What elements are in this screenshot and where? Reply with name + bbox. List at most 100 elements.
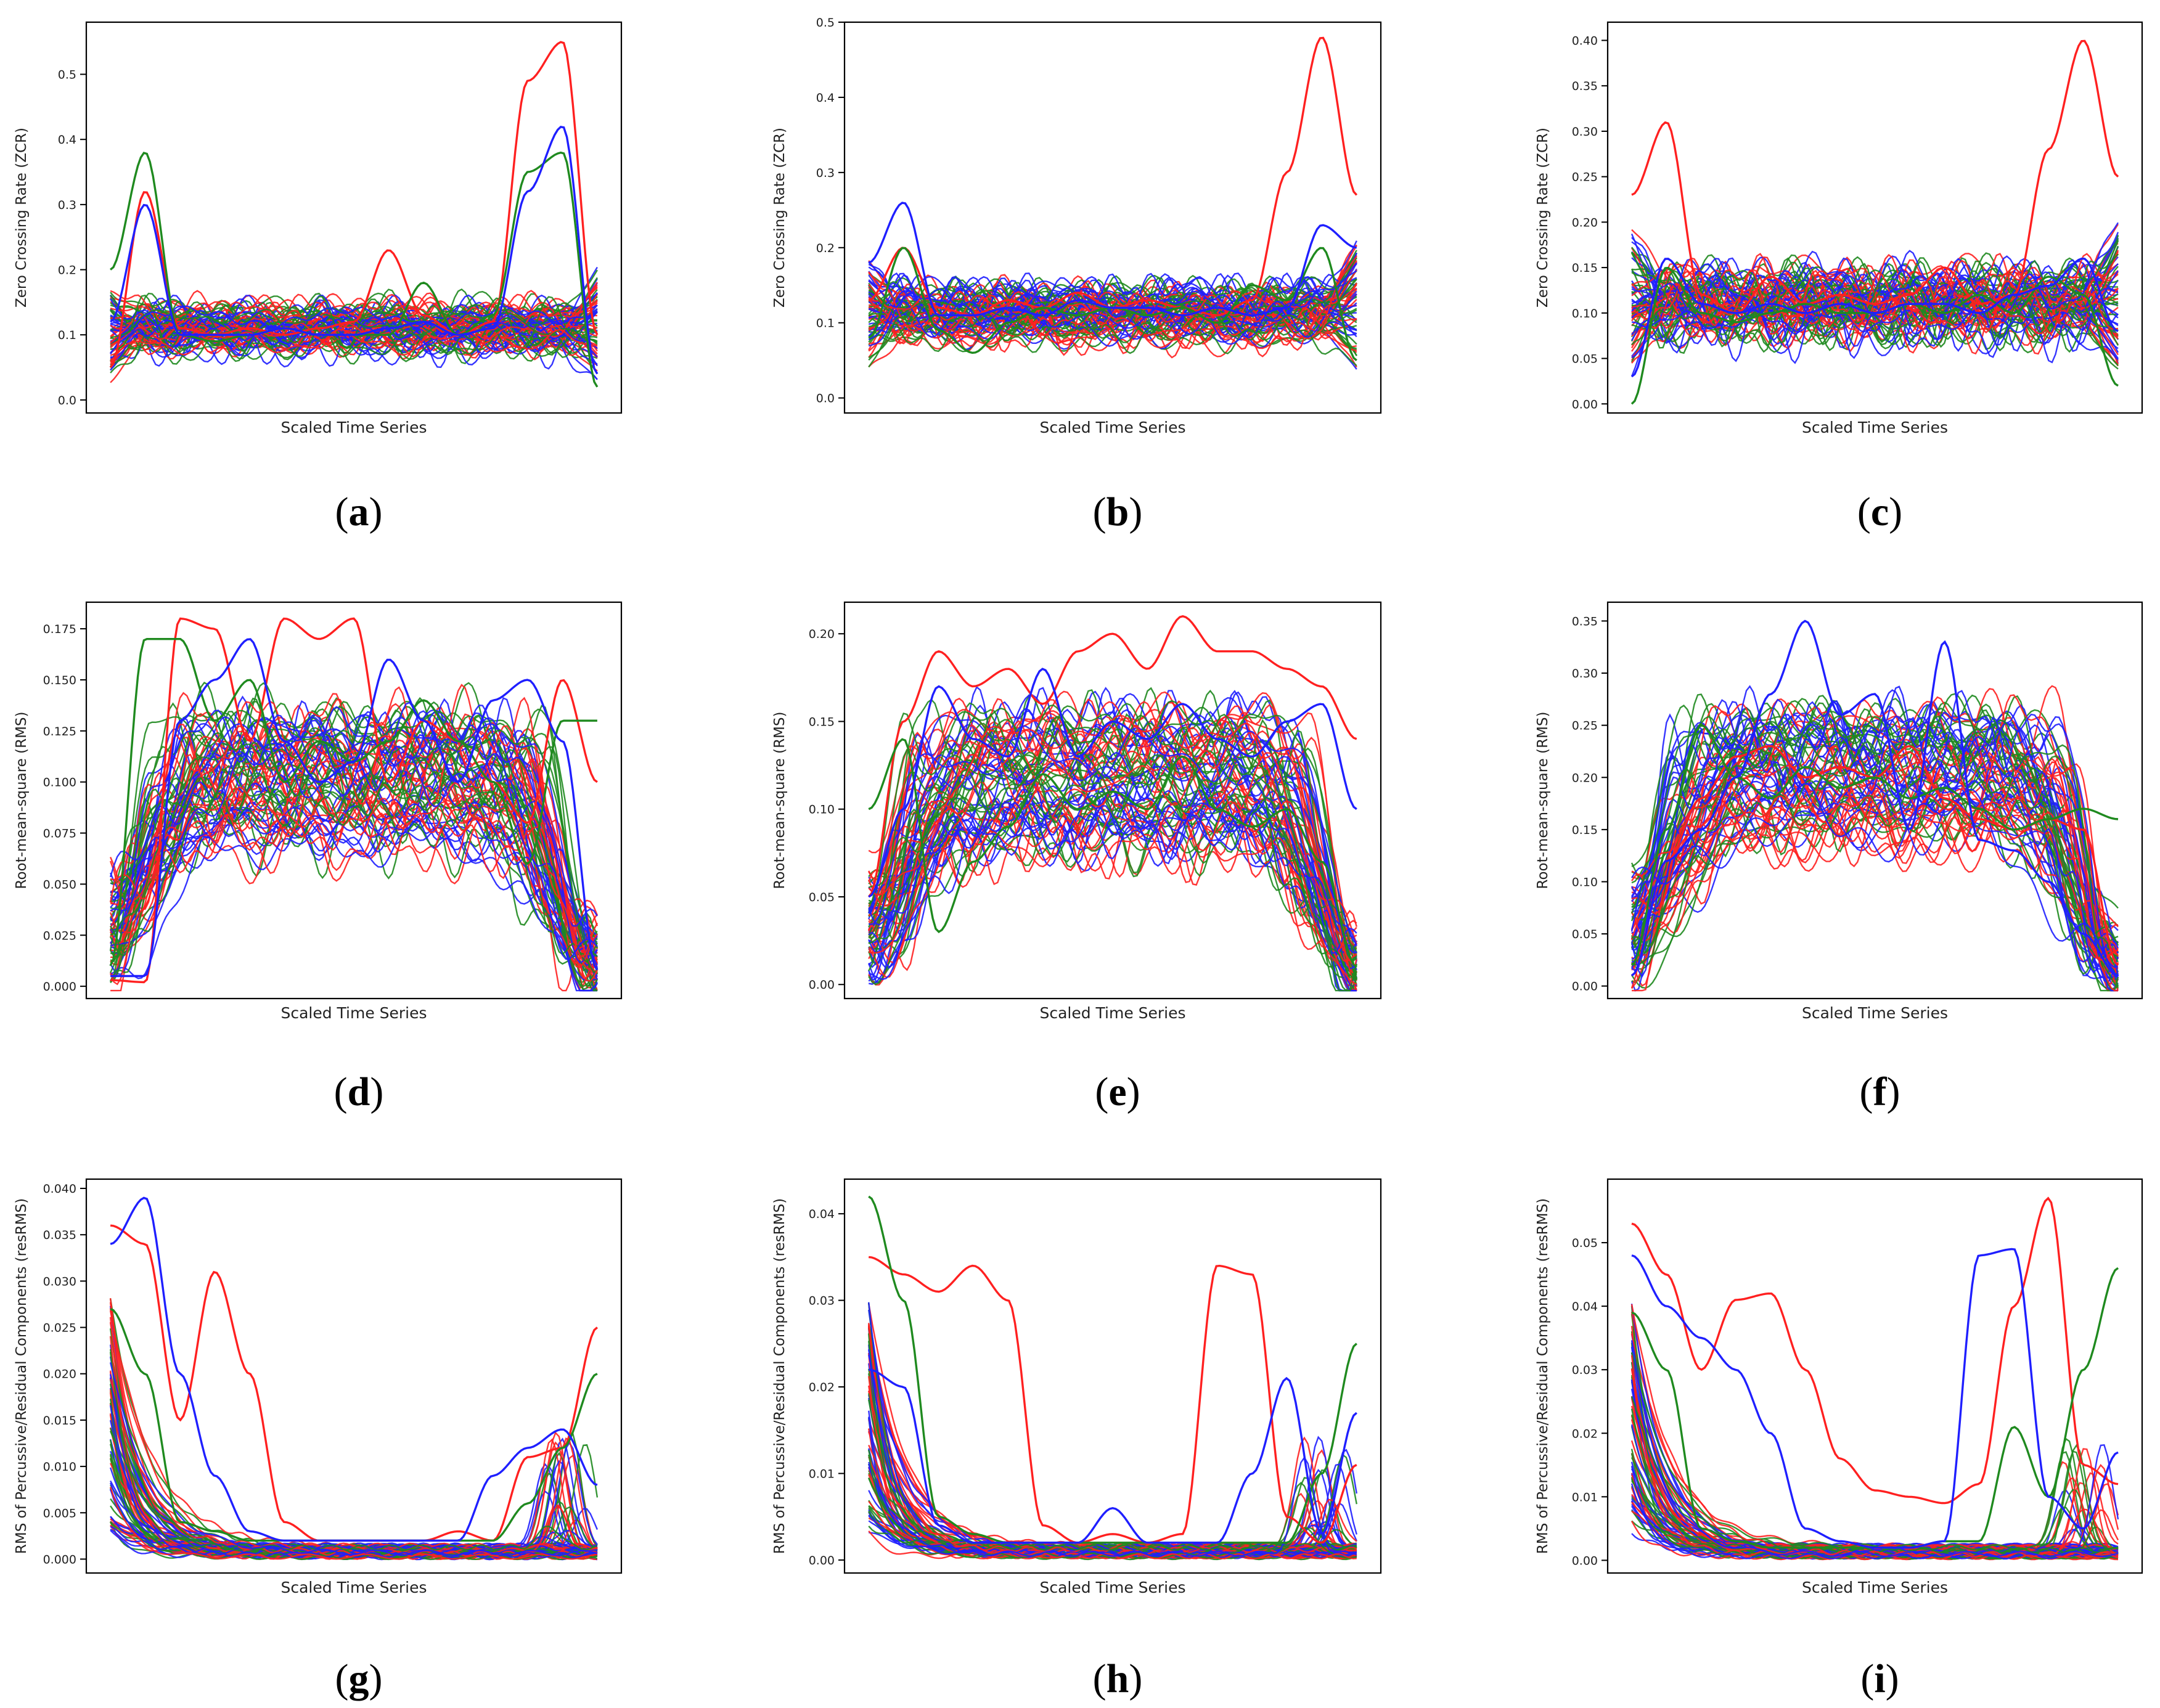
caption-close-paren: ): [369, 1656, 383, 1701]
bundle-curve: [110, 782, 598, 968]
series-blue-line: [110, 638, 599, 978]
bundle-curve: [1631, 758, 2119, 958]
series-red-line: [868, 1256, 1357, 1544]
y-tick-label: 0.2: [816, 242, 835, 255]
bundle-curve: [110, 729, 598, 958]
bundle-curve: [1631, 693, 2119, 909]
y-tick-label: 0.05: [1572, 1236, 1598, 1250]
y-tick-label: 0.10: [809, 803, 835, 817]
x-axis-label: Scaled Time Series: [1039, 1579, 1185, 1596]
bundle-curve: [868, 716, 1357, 950]
caption-letter: h: [1107, 1656, 1129, 1701]
caption-open-paren: (: [1093, 489, 1107, 534]
bundle-curve: [110, 305, 598, 354]
y-tick-label: 0.150: [43, 674, 76, 687]
series-red-line: [1631, 39, 2119, 314]
y-tick-label: 0.040: [43, 1182, 76, 1196]
y-tick-label: 0.4: [816, 91, 835, 105]
series-green-line: [868, 1195, 1357, 1544]
y-tick-label: 0.40: [1572, 34, 1598, 47]
y-tick-label: 0.0: [816, 392, 835, 406]
bundle-curve: [110, 722, 598, 974]
y-tick-label: 0.35: [1572, 615, 1598, 628]
bundle-curve: [868, 801, 1357, 946]
x-axis-label: Scaled Time Series: [280, 1004, 427, 1022]
bundle-curve: [110, 329, 598, 362]
chart-panel-e: 0.00 0.05 0.10 0.15 0.20 Scaled Time Series Ro…: [772, 601, 1382, 1114]
y-tick-label: 0.5: [58, 68, 76, 82]
bundle-curve: [110, 800, 598, 947]
curve-bundle: [867, 615, 1357, 992]
bundle-curve: [110, 300, 598, 346]
y-tick-label: 0.00: [1572, 398, 1598, 411]
caption-close-paren: ): [369, 489, 383, 534]
panel-caption: (e): [1095, 1069, 1140, 1114]
bundle-curve: [868, 791, 1357, 979]
bundle-curve: [868, 819, 1357, 987]
y-tick-label: 0.15: [809, 715, 835, 729]
caption-open-paren: (: [1095, 1069, 1108, 1114]
axes-frame: [843, 601, 1382, 1000]
bundle-curve: [1631, 790, 2119, 970]
bundle-curve: [868, 746, 1357, 945]
bundle-curve: [868, 262, 1357, 327]
bundle-curve: [868, 282, 1357, 346]
bundle-curve: [868, 1444, 1357, 1559]
y-tick-label: 0.005: [43, 1506, 76, 1520]
curve-bundle: [1630, 1196, 2119, 1561]
y-tick-label: 0.075: [43, 827, 76, 841]
chart-panel-c: 0.00 0.05 0.10 0.15 0.20 0.25 0.30 0.35 0.40 Scal…: [1535, 21, 2143, 534]
bundle-curve: [1631, 793, 2119, 947]
curve-bundle: [1630, 39, 2119, 405]
bundle-curve: [110, 729, 598, 970]
caption-open-paren: (: [334, 1069, 348, 1114]
y-tick-label: 0.02: [809, 1381, 835, 1394]
caption-close-paren: ): [1127, 1069, 1140, 1114]
y-tick-label: 0.30: [1572, 125, 1598, 139]
series-red-line: [109, 41, 599, 369]
y-tick-label: 0.010: [43, 1460, 76, 1474]
chart-panel-i: 0.00 0.01 0.02 0.03 0.04 0.05 Scaled Time Seri…: [1535, 1178, 2143, 1701]
caption-open-paren: (: [1860, 1656, 1874, 1701]
bundle-curve: [110, 775, 599, 963]
y-tick-label: 0.03: [809, 1294, 835, 1308]
bundle-curve: [1631, 790, 2119, 962]
bundle-curve: [1631, 724, 2119, 990]
bundle-curve: [1631, 738, 2119, 933]
y-tick-label: 0.01: [809, 1467, 835, 1481]
bundle-curve: [868, 1456, 1357, 1557]
axes-frame: [843, 1178, 1382, 1574]
bundle-curve: [868, 296, 1357, 351]
caption-letter: d: [348, 1069, 370, 1114]
y-tick-label: 0.050: [43, 878, 76, 891]
series-red-line: [110, 617, 598, 984]
series-green-line: [868, 738, 1357, 968]
bundle-curve: [110, 314, 598, 365]
caption-close-paren: ): [1129, 1656, 1142, 1701]
caption-close-paren: ): [1886, 1656, 1899, 1701]
y-axis-label: RMS of Percussive/Residual Components (r…: [772, 1198, 788, 1554]
chart-panel-a: 0.0 0.1 0.2 0.3 0.4 0.5 Scaled Time Series Zero…: [14, 21, 623, 534]
axes-frame: [85, 21, 623, 414]
bundle-curve: [109, 812, 598, 986]
bundle-curve: [868, 310, 1357, 368]
axes-frame: [1606, 601, 2143, 1000]
series-green-line: [1630, 724, 2119, 966]
caption-letter: e: [1108, 1069, 1126, 1114]
bundle-curve: [1630, 738, 2119, 988]
bundle-curve: [1631, 274, 2119, 353]
panel-caption: (f): [1860, 1069, 1900, 1114]
series-blue-line: [868, 202, 1357, 317]
y-tick-label: 0.025: [43, 1322, 76, 1335]
y-axis-label: Root-mean-square (RMS): [14, 712, 30, 889]
bundle-curve: [109, 1404, 598, 1549]
bundle-curve: [1630, 1340, 2119, 1558]
bundle-curve: [1630, 716, 2119, 963]
bundle-curve: [868, 279, 1357, 359]
bundle-curve: [868, 756, 1357, 992]
series-blue-line: [1630, 257, 2119, 378]
panel-caption: (i): [1860, 1656, 1899, 1701]
y-tick-label: 0.1: [816, 317, 835, 330]
plot-area: [845, 22, 1381, 413]
series-blue-line: [110, 125, 599, 375]
